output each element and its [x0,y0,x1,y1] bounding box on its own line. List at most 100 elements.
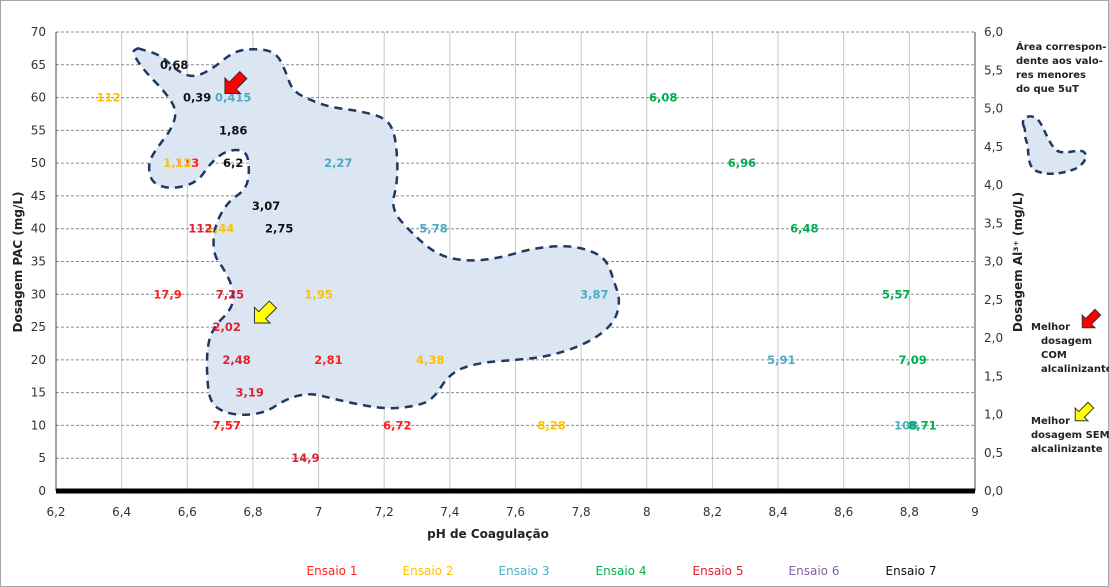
data-point-label: 112 [97,91,121,105]
data-point-label: 2,81 [314,353,342,367]
data-point-label: 0,39 [183,91,211,105]
y-tick-label: 45 [31,189,46,203]
data-point-label: 2,02 [212,320,240,334]
y-tick-label: 35 [31,255,46,269]
y-tick-label: 20 [31,353,46,367]
x-tick-label: 6,8 [243,505,262,519]
data-point-label: 3,19 [235,386,263,400]
y2-tick-label: 3,5 [984,216,1003,230]
y2-tick-label: 6,0 [984,25,1003,39]
best-without-line-2: dosagem SEM [1031,430,1109,441]
data-point-label: 3,07 [252,199,280,213]
x-tick-label: 6,6 [178,505,197,519]
y-tick-label: 30 [31,287,46,301]
side-panel: Área correspon- dente aos valo- res meno… [1016,40,1109,455]
x-tick-label: 8,4 [769,505,788,519]
legend-item: Ensaio 3 [499,564,550,578]
data-point-label: 5,57 [882,287,910,301]
best-with-line-4: alcalinizante [1041,364,1109,375]
y2-tick-label: 5,0 [984,102,1003,116]
region-note-line-3: res menores [1016,70,1086,81]
y-tick-label: 15 [31,386,46,400]
data-point-label: 17,9 [153,287,181,301]
y-tick-label: 0 [38,484,46,498]
data-point-label: 14,9 [291,451,319,465]
y-tick-label: 40 [31,222,46,236]
data-point-label: 8,71 [908,418,936,432]
x-tick-label: 6,2 [46,505,65,519]
y-tick-label: 50 [31,156,46,170]
x-tick-label: 7,2 [375,505,394,519]
region-note-line-1: Área correspon- [1016,40,1106,53]
y2-tick-label: 2,5 [984,293,1003,307]
y-tick-label: 55 [31,123,46,137]
data-point-label: 3,87 [580,287,608,301]
data-point-label: 7,57 [212,418,240,432]
data-point-label: 0,68 [160,58,188,72]
best-with-line-1: Melhor [1031,322,1070,333]
data-point-label: 5,78 [419,222,447,236]
data-point-label: 1,12 [163,156,191,170]
legend-item: Ensaio 4 [596,564,647,578]
x-axis-label: pH de Coagulação [427,527,549,541]
side-yellow-arrow-icon [1069,399,1097,427]
data-point-label: 7,25 [216,287,244,301]
data-point-label: 2,48 [222,353,250,367]
data-point-label: 2,27 [324,156,352,170]
y2-tick-label: 3,0 [984,255,1003,269]
y2-tick-label: 2,0 [984,331,1003,345]
best-without-line-3: alcalinizante [1031,444,1103,455]
x-tick-label: 7,8 [572,505,591,519]
legend-item: Ensaio 7 [886,564,937,578]
data-point-label: 112 [188,222,212,236]
x-tick-label: 7 [315,505,323,519]
y2-tick-label: 1,0 [984,408,1003,422]
y-tick-label: 70 [31,25,46,39]
x-tick-label: 8,8 [900,505,919,519]
y-tick-label: 5 [38,451,46,465]
y-tick-label: 25 [31,320,46,334]
legend-item: Ensaio 1 [307,564,358,578]
legend-item: Ensaio 6 [789,564,840,578]
x-tick-label: 8 [643,505,651,519]
data-point-label: 7,09 [898,353,926,367]
data-point-label: 8,28 [537,418,565,432]
legend: Ensaio 1 Ensaio 2 Ensaio 3 Ensaio 4 Ensaio 5… [307,564,937,578]
data-point-label: 6,2 [223,156,243,170]
data-point-label: 2,75 [265,222,293,236]
y2-tick-label: 4,5 [984,140,1003,154]
legend-item: Ensaio 2 [403,564,454,578]
data-point-label: 1,86 [219,123,247,137]
y2-tick-label: 1,5 [984,369,1003,383]
x-tick-label: 8,6 [834,505,853,519]
side-red-arrow-icon [1076,306,1104,334]
best-with-line-2: dosagem [1041,336,1092,347]
y2-axis-label: Dosagem Al³⁺ (mg/L) [1011,192,1025,332]
best-with-line-3: COM [1041,350,1067,361]
y-tick-label: 65 [31,58,46,72]
y2-tick-label: 0,5 [984,446,1003,460]
x-tick-label: 8,2 [703,505,722,519]
y2-tick-label: 4,0 [984,178,1003,192]
data-point-label: 5,91 [767,353,795,367]
data-point-label: 6,72 [383,418,411,432]
x-tick-label: 6,4 [112,505,131,519]
region-note-line-4: do que 5uT [1016,84,1079,95]
y2-tick-label: 5,5 [984,63,1003,77]
x-tick-label: 7,6 [506,505,525,519]
region-sample-swatch [1023,116,1086,173]
y2-tick-label: 0,0 [984,484,1003,498]
y-axis-label: Dosagem PAC (mg/L) [11,192,25,333]
data-point-label: 6,96 [728,156,756,170]
data-point-label: 4,38 [416,353,444,367]
x-tick-label: 7,4 [440,505,459,519]
x-tick-label: 9 [971,505,979,519]
data-point-label: 6,08 [649,91,677,105]
data-point-label: 6,48 [790,222,818,236]
region-note-line-2: dente aos valo- [1016,56,1103,67]
y-tick-label: 60 [31,91,46,105]
legend-item: Ensaio 5 [693,564,744,578]
data-point-label: 1,95 [304,287,332,301]
y-tick-label: 10 [31,418,46,432]
